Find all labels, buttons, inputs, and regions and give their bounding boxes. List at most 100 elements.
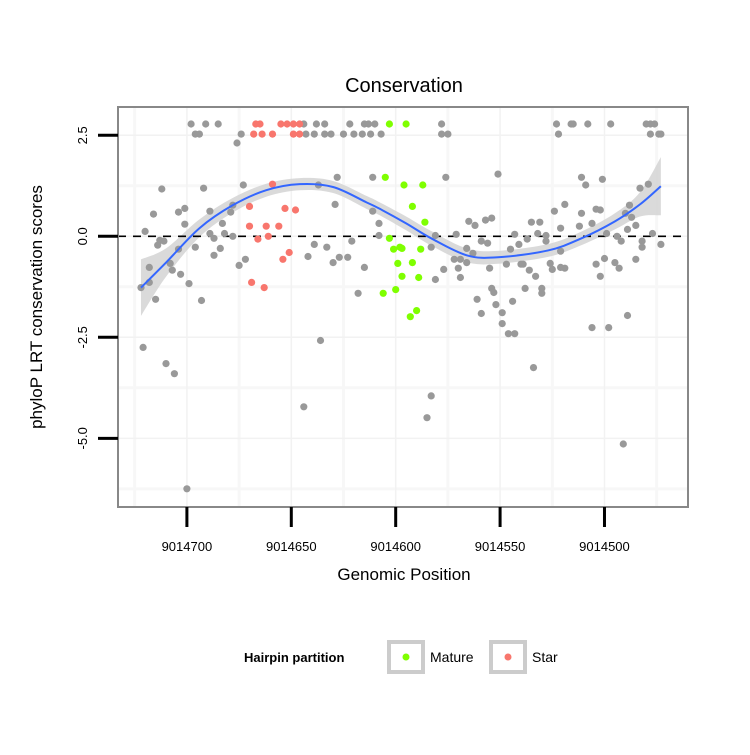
data-point-other — [145, 263, 153, 271]
data-point-other — [181, 220, 189, 228]
data-point-other — [312, 120, 320, 128]
x-tick-label: 9014700 — [162, 539, 213, 554]
data-point-other — [139, 343, 147, 351]
data-point-other — [532, 272, 540, 280]
data-point-other — [592, 260, 600, 268]
data-point-other — [170, 370, 178, 378]
data-point-other — [588, 324, 596, 332]
data-point-other — [557, 224, 565, 232]
data-point-other — [375, 231, 383, 240]
data-point-other — [463, 259, 471, 267]
x-tick-label: 9014650 — [266, 539, 317, 554]
data-point-other — [364, 120, 373, 128]
legend-marker-mature — [402, 653, 410, 661]
data-point-other — [141, 227, 149, 235]
data-point-other — [515, 240, 523, 248]
smooth-line — [140, 182, 662, 289]
data-point-other — [469, 249, 477, 257]
data-point-other — [304, 252, 312, 261]
data-point-mature — [392, 286, 400, 294]
data-point-other — [617, 237, 625, 245]
data-point-other — [490, 288, 498, 297]
data-point-mature — [400, 181, 408, 189]
data-point-other — [218, 219, 226, 227]
data-point-other — [623, 225, 632, 233]
data-point-other — [440, 265, 448, 273]
data-point-other — [233, 139, 241, 147]
data-point-other — [596, 272, 604, 280]
data-point-other — [241, 255, 249, 263]
data-point-other — [600, 254, 609, 263]
data-point-mature — [413, 307, 421, 315]
data-point-other — [181, 204, 189, 212]
x-axis: 9014700 9014650 9014600 9014550 9014500 — [162, 507, 630, 554]
data-point-mature — [385, 120, 393, 128]
data-point-other — [358, 130, 366, 138]
data-point-other — [166, 259, 174, 267]
data-point-other — [628, 213, 636, 221]
data-point-other — [506, 245, 515, 253]
data-point-other — [149, 210, 158, 218]
data-point-other — [335, 253, 343, 261]
data-point-other — [588, 219, 596, 227]
data-point-other — [477, 309, 485, 318]
data-point-other — [427, 392, 435, 400]
data-point-other — [229, 232, 237, 240]
data-point-other — [552, 120, 561, 128]
data-point-star — [296, 120, 304, 128]
data-point-other — [177, 270, 185, 278]
data-point-other — [371, 120, 379, 128]
data-point-other — [550, 207, 559, 215]
data-point-other — [316, 336, 325, 345]
data-point-other — [427, 243, 435, 251]
data-point-mature — [408, 202, 416, 210]
data-point-other — [344, 253, 352, 261]
data-point-other — [603, 229, 611, 238]
data-point-other — [596, 206, 604, 214]
data-point-other — [623, 311, 632, 320]
data-point-other — [598, 175, 607, 183]
data-point-other — [529, 364, 538, 372]
data-point-star — [245, 222, 254, 230]
data-point-other — [542, 237, 550, 245]
data-point-other — [546, 259, 554, 267]
data-point-other — [195, 130, 203, 138]
data-point-other — [498, 309, 506, 317]
data-point-other — [577, 209, 586, 217]
x-tick-label: 9014600 — [370, 539, 421, 554]
data-point-other — [431, 275, 439, 284]
data-point-other — [584, 120, 592, 128]
data-point-star — [279, 255, 287, 263]
data-point-other — [477, 237, 485, 245]
data-point-other — [300, 403, 308, 411]
data-point-star — [289, 130, 297, 138]
data-point-other — [471, 221, 479, 229]
data-point-mature — [415, 273, 423, 282]
y-axis-label: phyloP LRT conservation scores — [27, 185, 46, 429]
legend-marker-star — [504, 653, 512, 661]
data-point-star — [296, 130, 304, 138]
data-point-other — [484, 239, 492, 247]
data-point-star — [281, 204, 289, 212]
data-point-other — [431, 231, 439, 240]
data-point-other — [582, 181, 590, 189]
data-point-other — [613, 232, 621, 240]
legend-label-mature: Mature — [430, 649, 474, 665]
data-point-other — [486, 264, 494, 272]
data-point-other — [651, 120, 659, 128]
data-point-other — [504, 330, 512, 338]
data-point-other — [321, 130, 329, 138]
data-point-other — [611, 259, 619, 267]
data-point-star — [256, 120, 264, 128]
data-point-other — [369, 207, 377, 215]
data-point-star — [291, 206, 300, 214]
data-point-other — [327, 130, 335, 138]
data-point-mature — [390, 245, 398, 253]
data-point-other — [210, 234, 218, 242]
data-point-star — [277, 120, 285, 128]
data-point-other — [511, 330, 519, 338]
data-point-other — [473, 295, 481, 303]
data-point-other — [454, 264, 462, 272]
data-point-other — [310, 130, 318, 138]
data-point-other — [220, 229, 229, 238]
